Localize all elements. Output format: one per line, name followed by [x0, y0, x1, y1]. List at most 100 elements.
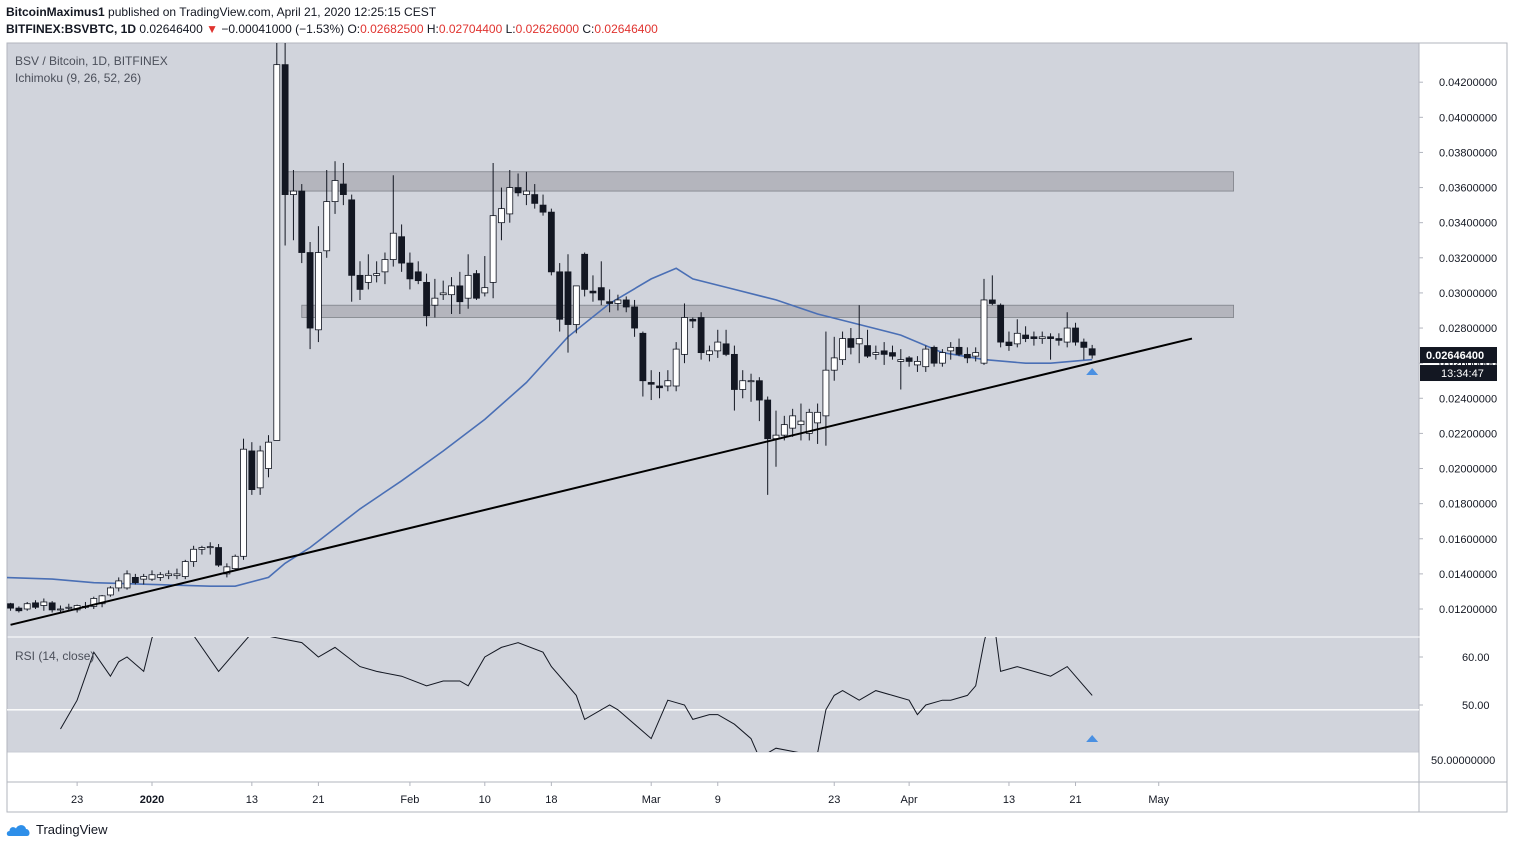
candle-body-up — [498, 208, 505, 224]
candle-body-up — [822, 369, 830, 417]
candle — [1088, 344, 1096, 359]
candle — [1013, 319, 1021, 348]
candle-body-up — [739, 380, 747, 390]
price-tick-label: 0.01400000 — [1439, 569, 1497, 581]
candle-body-up — [506, 187, 514, 215]
ichimoku-base-line — [7, 267, 1093, 588]
price-tick-label: 0.04200000 — [1439, 77, 1497, 89]
candle-body-up — [980, 299, 988, 364]
candle-body-down — [930, 346, 938, 364]
main-pane-title: BSV / Bitcoin, 1D, BITFINEX — [15, 54, 168, 68]
price-tick-label: 0.03800000 — [1439, 147, 1497, 159]
candle — [847, 328, 855, 355]
candle-body-down — [131, 576, 139, 584]
candle — [789, 408, 797, 437]
candle — [706, 345, 713, 362]
time-tick-label: 21 — [1069, 794, 1081, 806]
time-tick-label: 23 — [71, 794, 83, 806]
candle — [897, 349, 905, 390]
candle-body-down — [731, 353, 738, 390]
candle — [880, 342, 888, 365]
candle — [905, 356, 913, 367]
candle-body-up — [780, 424, 788, 436]
publisher-name[interactable]: BitcoinMaximus1 — [6, 5, 105, 19]
candle — [48, 601, 56, 613]
candle — [489, 162, 497, 299]
candle-body-up — [572, 285, 580, 325]
ichimoku-legend[interactable]: Ichimoku (9, 26, 52, 26) — [15, 71, 142, 85]
candle-body-up — [805, 411, 813, 434]
candle — [57, 605, 64, 613]
candle — [1047, 333, 1054, 360]
rsi-up-arrow-marker — [1086, 735, 1099, 742]
candle-body-up — [98, 595, 106, 605]
time-tick-label: 10 — [479, 794, 491, 806]
candle-body-down — [1022, 334, 1029, 339]
price-tick-label: 0.03200000 — [1439, 253, 1497, 265]
symbol-line: BITFINEX:BSVBTC, 1D — [6, 22, 137, 36]
candle-body-up — [381, 259, 389, 273]
candle — [32, 600, 39, 609]
candle — [423, 273, 430, 327]
candle-body-down — [7, 603, 14, 609]
candle-body-down — [215, 547, 222, 566]
candle — [864, 329, 871, 358]
candle-body-down — [764, 399, 772, 440]
candle — [389, 175, 397, 267]
close-value: 0.02646400 — [594, 22, 658, 36]
candle-body-up — [1013, 332, 1021, 345]
candle — [855, 305, 863, 364]
candle — [215, 544, 222, 567]
rsi-pane-title[interactable]: RSI (14, close) — [15, 649, 95, 663]
rsi-tick-label: 50.00 — [1462, 700, 1490, 712]
candle — [1005, 331, 1013, 351]
tradingview-footer[interactable]: TradingView — [6, 822, 108, 837]
price-tick-label: 0.02000000 — [1439, 464, 1497, 476]
price-tick-label: 0.01800000 — [1439, 499, 1497, 511]
candle — [107, 586, 114, 597]
price-tick-label: 0.03000000 — [1439, 288, 1497, 300]
candle — [514, 173, 522, 197]
candle — [656, 371, 663, 399]
candle — [547, 208, 555, 276]
resistance-zone-2 — [301, 304, 1235, 318]
price-tick-label: 0.01600000 — [1439, 534, 1497, 546]
candle-body-down — [889, 352, 896, 357]
price-tick-label: 0.02400000 — [1439, 393, 1497, 405]
candle-body-up — [681, 317, 688, 355]
candle-body-down — [556, 271, 564, 320]
candle-body-down — [689, 318, 697, 322]
candle — [830, 336, 838, 381]
candle — [273, 43, 281, 441]
candle — [256, 445, 264, 495]
candle-body-down — [589, 290, 597, 294]
candle — [464, 254, 472, 309]
price-tick-label: 0.04000000 — [1439, 112, 1497, 124]
candle — [922, 345, 930, 372]
candle-body-down — [631, 306, 638, 329]
candle-body-down — [48, 602, 56, 611]
publish-line: BitcoinMaximus1 published on TradingView… — [6, 5, 436, 19]
candle — [414, 261, 422, 285]
candle-body-up — [364, 274, 372, 283]
candle — [281, 43, 289, 246]
candle-body-up — [830, 357, 838, 371]
last-price-label-bg — [1420, 347, 1497, 364]
rsi-pane-background — [7, 637, 1419, 752]
price-tick-label: 0.03600000 — [1439, 183, 1497, 195]
candle — [681, 303, 688, 364]
low-value: 0.02626000 — [515, 22, 580, 36]
candle-body-up — [1038, 336, 1046, 339]
candle — [647, 370, 655, 401]
candle-body-down — [339, 183, 347, 195]
candle-body-up — [165, 573, 173, 577]
candle — [448, 277, 455, 314]
candle — [173, 568, 181, 580]
candle-body-down — [348, 199, 356, 276]
candle-body-up — [464, 274, 472, 299]
candle-body-up — [373, 273, 381, 276]
candle — [231, 554, 239, 571]
candle-body-up — [672, 348, 680, 387]
time-tick-label: 13 — [1003, 794, 1015, 806]
